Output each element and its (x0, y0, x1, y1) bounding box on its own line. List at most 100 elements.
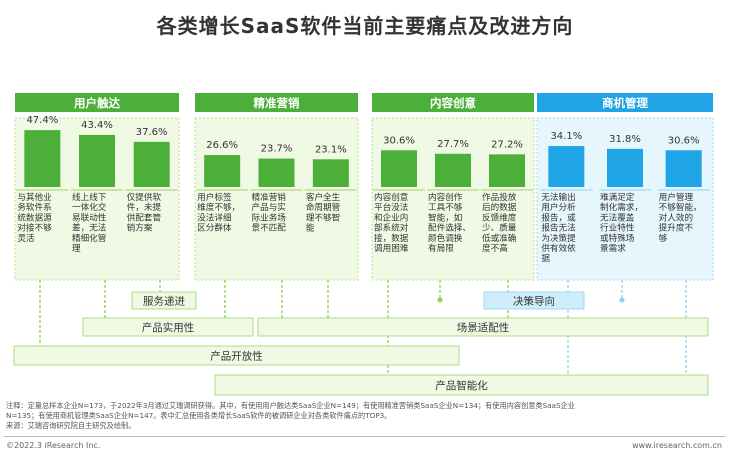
bar-desc-3-0-1: 用户分析 (541, 201, 576, 213)
bar-desc-0-1-3: 差，无法 (72, 222, 107, 234)
panel-border-2 (371, 117, 535, 281)
bar-desc-2-0-2: 和企业内 (374, 211, 408, 223)
panel-bg-1 (195, 118, 358, 280)
bar-3-0 (548, 146, 585, 187)
bar-desc-0-2-2: 供配套管 (127, 211, 162, 223)
bar-desc-0-0-4: 灵活 (17, 232, 35, 244)
bar-desc-1-2-2: 理不够智 (306, 211, 340, 223)
note-line-2: N=135；有使用商机管理类SaaS企业N=147。表中汇总使用各类增长SaaS… (6, 411, 392, 420)
bar-desc-1-1-3: 景不匹配 (252, 223, 287, 234)
bar-desc-3-2-4: 够 (659, 233, 668, 244)
bar-desc-2-1-5: 有局限 (428, 242, 454, 254)
bar-desc-0-0-0: 与其他业 (17, 191, 52, 203)
group-header-2 (372, 93, 534, 112)
bar-value-label-2-1: 27.7% (437, 139, 469, 150)
direction-label-service: 服务递进 (143, 295, 185, 308)
bar-value-label-0-1: 43.4% (81, 120, 113, 131)
group-header-label-0: 用户触达 (73, 96, 120, 110)
direction-bar-intelligence (214, 374, 709, 396)
bar-desc-2-1-0: 内容创作 (428, 191, 463, 203)
bar-value-label-3-2: 30.6% (668, 135, 700, 146)
direction-label-practical: 产品实用性 (142, 321, 195, 334)
direction-label-intelligence: 产品智能化 (435, 379, 488, 392)
bar-desc-3-0-2: 报告，或 (541, 211, 576, 223)
group-header-label-3: 商机管理 (602, 96, 648, 110)
connector-dot-7 (437, 297, 443, 303)
bar-desc-0-0-2: 统数据源 (17, 211, 52, 223)
bar-2-0 (381, 150, 417, 187)
bar-desc-0-2-3: 销方案 (127, 222, 153, 234)
panel-border-3 (536, 117, 714, 281)
panel-bg-3 (537, 118, 713, 280)
bar-desc-2-2-0: 作品投放 (482, 191, 517, 203)
bar-desc-1-0-2: 没法详细 (197, 211, 231, 223)
bar-desc-1-2-3: 能 (306, 222, 315, 234)
bar-desc-2-2-2: 反馈维度 (482, 211, 517, 223)
bar-value-label-0-0: 47.4% (26, 115, 58, 126)
page-title: 各类增长SaaS软件当前主要痛点及改进方向 (156, 14, 574, 38)
direction-bar-scenario (257, 317, 709, 337)
bar-2-1 (435, 153, 471, 187)
bar-desc-1-0-3: 区分群体 (197, 222, 232, 234)
bar-desc-3-0-4: 为决策提 (541, 232, 576, 244)
bar-value-label-3-1: 31.8% (609, 134, 641, 145)
footer-divider (4, 436, 726, 437)
direction-label-scenario: 场景适配性 (457, 321, 510, 334)
bar-3-1 (607, 148, 643, 187)
bar-desc-2-0-1: 平台没法 (374, 201, 409, 213)
bar-value-label-0-2: 37.6% (136, 127, 168, 138)
bar-desc-1-1-1: 产品与实 (252, 201, 287, 213)
bar-desc-0-1-5: 理 (72, 243, 81, 254)
bar-desc-2-1-1: 工具不够 (428, 202, 463, 213)
bar-desc-2-2-1: 后的数据 (482, 201, 517, 213)
bar-desc-2-2-3: 少、质量 (482, 222, 517, 234)
bar-desc-2-0-5: 调用困难 (374, 243, 409, 254)
bar-3-2 (665, 150, 702, 187)
bar-desc-3-0-5: 供有效依 (541, 242, 576, 254)
bar-desc-0-0-1: 务软件系 (17, 201, 52, 213)
bar-value-label-1-0: 26.6% (206, 140, 238, 151)
bar-desc-0-2-0: 仅提供软 (127, 191, 162, 203)
bar-desc-0-1-2: 易联动性 (72, 211, 107, 223)
bar-desc-3-0-3: 报告无法 (541, 222, 576, 234)
bar-desc-1-2-1: 命周期管 (306, 201, 341, 213)
bar-desc-2-2-4: 低或准确 (482, 232, 516, 244)
note-line-1: 注释：定量总样本企业N=173，于2022年3月通过艾瑞调研获得。其中，有使用用… (6, 401, 575, 410)
bar-desc-0-1-4: 精细化管 (72, 232, 107, 244)
bar-value-label-3-0: 34.1% (550, 131, 582, 142)
bar-desc-3-1-0: 难满足定 (600, 191, 635, 203)
bar-desc-3-2-0: 用户管理 (659, 191, 694, 203)
website: www.iresearch.com.cn (632, 441, 722, 450)
group-header-3 (537, 93, 713, 112)
bar-desc-2-0-3: 部系统对 (374, 222, 409, 234)
bar-0-0 (24, 130, 61, 187)
group-header-label-1: 精准营销 (254, 96, 300, 110)
bar-desc-3-1-3: 行业特性 (600, 222, 635, 234)
group-header-1 (195, 93, 358, 112)
bar-desc-3-2-3: 提升度不 (659, 222, 694, 234)
bar-desc-3-1-1: 制化需求， (600, 201, 643, 213)
direction-label-openness: 产品开放性 (210, 350, 263, 363)
direction-bar-openness (13, 345, 460, 366)
bar-desc-1-0-0: 用户标签 (197, 191, 232, 203)
bar-value-label-1-1: 23.7% (261, 144, 293, 155)
bar-desc-3-2-2: 对人效的 (659, 211, 693, 223)
bar-0-1 (79, 134, 115, 187)
bar-value-label-2-0: 30.6% (383, 135, 415, 146)
bar-desc-1-1-2: 际业务场 (252, 211, 287, 223)
bar-desc-1-2-0: 客户全生 (306, 191, 341, 203)
bar-0-2 (133, 141, 170, 187)
source-line: 来源：艾瑞咨询研究院自主研究及绘制。 (6, 421, 136, 430)
bar-desc-0-1-1: 一体化交 (72, 201, 107, 213)
bar-desc-2-0-0: 内容创意 (374, 191, 408, 203)
bar-desc-3-1-2: 无法覆盖 (600, 211, 635, 223)
direction-bar-practical (82, 317, 254, 337)
bar-1-0 (204, 155, 241, 187)
group-header-label-2: 内容创意 (430, 96, 476, 110)
bar-1-2 (312, 159, 349, 187)
bar-desc-3-0-0: 无法输出 (541, 191, 575, 203)
bar-desc-1-1-0: 精准营销 (252, 191, 287, 203)
bar-desc-2-2-5: 度不高 (482, 242, 508, 254)
bar-2-2 (489, 154, 525, 187)
